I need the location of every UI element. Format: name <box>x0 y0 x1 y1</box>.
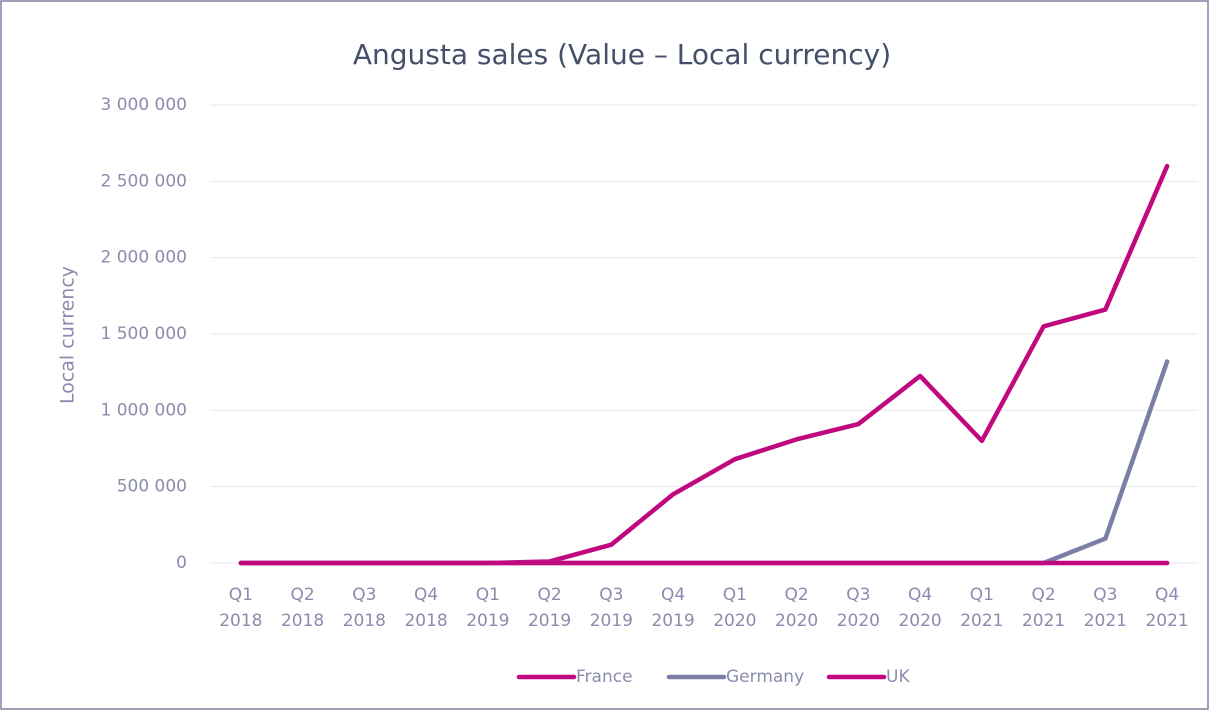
y-axis-label: Local currency <box>57 266 79 404</box>
x-tick-label: Q2 2020 <box>775 585 818 631</box>
y-tick-label: 3 000 000 <box>100 95 187 115</box>
legend-label: UK <box>886 667 910 687</box>
x-tick-label: Q2 2018 <box>281 585 324 631</box>
x-tick-label: Q3 2019 <box>590 585 633 631</box>
x-tick-label: Q3 2021 <box>1084 585 1127 631</box>
y-tick-label: 1 500 000 <box>100 324 187 344</box>
x-tick-label: Q1 2020 <box>713 585 756 631</box>
y-tick-label: 2 000 000 <box>100 248 187 268</box>
x-tick-label: Q1 2019 <box>466 585 509 631</box>
x-tick-label: Q1 2018 <box>219 585 262 631</box>
x-tick-label: Q3 2020 <box>837 585 880 631</box>
x-tick-label: Q4 2019 <box>651 585 694 631</box>
chart-title: Angusta sales (Value – Local currency) <box>353 38 891 71</box>
x-tick-label: Q4 2018 <box>404 585 447 631</box>
y-tick-label: 1 000 000 <box>100 400 187 420</box>
legend-label: France <box>576 667 633 687</box>
x-tick-label: Q2 2019 <box>528 585 571 631</box>
x-tick-label: Q4 2021 <box>1145 585 1188 631</box>
y-tick-label: 500 000 <box>117 477 187 497</box>
x-tick-label: Q2 2021 <box>1022 585 1065 631</box>
x-tick-label: Q1 2021 <box>960 585 1003 631</box>
y-tick-label: 2 500 000 <box>100 171 187 191</box>
x-tick-label: Q4 2020 <box>898 585 941 631</box>
x-tick-label: Q3 2018 <box>343 585 386 631</box>
y-tick-label: 0 <box>176 553 187 573</box>
legend-label: Germany <box>726 667 804 687</box>
